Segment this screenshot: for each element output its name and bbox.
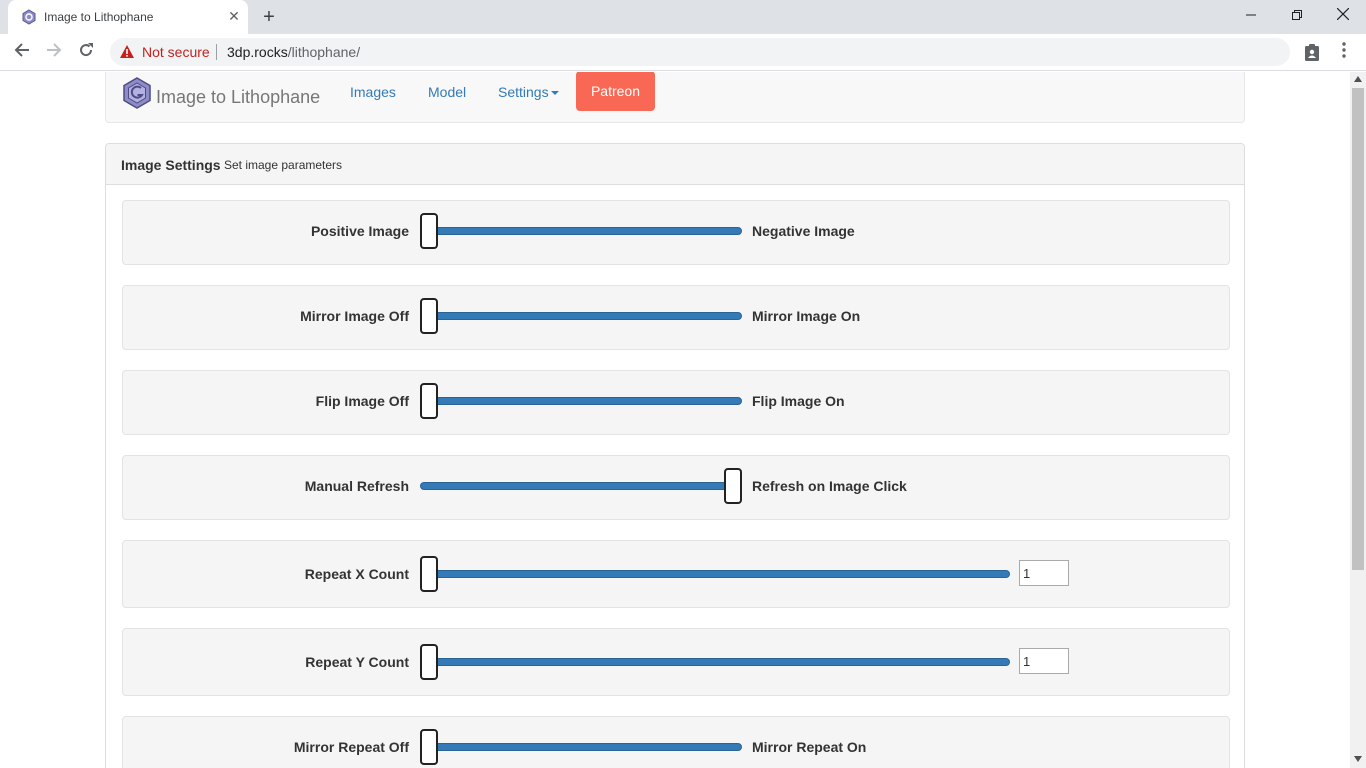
scroll-up-icon[interactable] — [1350, 72, 1366, 88]
setting-label-left: Repeat Y Count — [305, 654, 409, 670]
setting-label-right: Negative Image — [752, 223, 855, 239]
browser-tab[interactable]: Image to Lithophane ✕ — [8, 0, 248, 34]
image-settings-panel: Image Settings Set image parameters Posi… — [105, 143, 1245, 768]
security-label[interactable]: Not secure — [142, 44, 210, 60]
setting-row: Flip Image Off Flip Image On — [122, 370, 1230, 435]
slider-track[interactable] — [420, 227, 742, 235]
warning-icon — [120, 45, 134, 58]
setting-row: Repeat Y Count 1 — [122, 628, 1230, 696]
scroll-thumb[interactable] — [1352, 88, 1364, 570]
setting-label-left: Manual Refresh — [304, 478, 409, 494]
setting-label-left: Repeat X Count — [304, 566, 409, 582]
slider-track[interactable] — [420, 570, 1010, 578]
slider-handle[interactable] — [420, 213, 438, 249]
caret-down-icon — [550, 91, 559, 96]
scroll-down-icon[interactable] — [1350, 752, 1366, 768]
extension-icon[interactable] — [1304, 43, 1320, 61]
window-close-icon[interactable] — [1320, 0, 1366, 30]
repeat-x-input[interactable]: 1 — [1019, 560, 1069, 586]
nav-settings-label: Settings — [498, 84, 549, 100]
maximize-icon[interactable] — [1274, 0, 1320, 30]
slider-handle[interactable] — [420, 556, 438, 592]
nav-images[interactable]: Images — [350, 84, 396, 100]
slider-handle[interactable] — [724, 468, 742, 504]
new-tab-icon[interactable]: + — [263, 6, 275, 28]
menu-icon[interactable] — [1334, 40, 1354, 64]
setting-row: Positive Image Negative Image — [122, 200, 1230, 265]
favicon-icon — [22, 9, 36, 25]
setting-row: Manual Refresh Refresh on Image Click — [122, 455, 1230, 520]
reload-icon[interactable] — [74, 40, 98, 64]
page-scrollbar[interactable] — [1350, 72, 1366, 768]
patreon-button[interactable]: Patreon — [576, 72, 655, 111]
forward-icon[interactable] — [42, 40, 66, 64]
setting-label-left: Mirror Repeat Off — [293, 739, 409, 755]
setting-label-left: Flip Image Off — [315, 393, 409, 409]
panel-subtitle: Set image parameters — [224, 158, 343, 172]
divider — [216, 44, 217, 60]
slider-handle[interactable] — [420, 298, 438, 334]
tab-strip: Image to Lithophane ✕ + — [0, 0, 1366, 34]
slider-handle[interactable] — [420, 383, 438, 419]
setting-row: Mirror Repeat Off Mirror Repeat On — [122, 716, 1230, 768]
setting-label-right: Mirror Repeat On — [752, 739, 867, 755]
setting-label-left: Mirror Image Off — [300, 308, 409, 324]
slider-handle[interactable] — [420, 644, 438, 680]
panel-heading: Image Settings Set image parameters — [106, 144, 1244, 185]
panel-title: Image Settings — [121, 157, 221, 173]
close-icon[interactable]: ✕ — [228, 8, 240, 24]
brand-title[interactable]: Image to Lithophane — [156, 87, 321, 107]
page-content: Image to Lithophane Images Model Setting… — [0, 72, 1350, 768]
repeat-y-input[interactable]: 1 — [1019, 648, 1069, 674]
slider-track[interactable] — [420, 397, 742, 405]
setting-label-right: Flip Image On — [752, 393, 845, 409]
setting-row: Mirror Image Off Mirror Image On — [122, 285, 1230, 350]
nav-settings-dropdown[interactable]: Settings — [498, 84, 559, 100]
site-navbar: Image to Lithophane Images Model Setting… — [105, 72, 1245, 123]
nav-model[interactable]: Model — [428, 84, 467, 100]
url-text[interactable]: 3dp.rocks/lithophane/ — [227, 44, 360, 60]
tab-title: Image to Lithophane — [44, 10, 154, 24]
slider-track[interactable] — [420, 482, 742, 490]
logo-icon[interactable] — [122, 77, 152, 109]
url-path: /lithophane/ — [287, 44, 361, 60]
setting-label-right: Mirror Image On — [752, 308, 861, 324]
slider-track[interactable] — [420, 743, 742, 751]
slider-handle[interactable] — [420, 729, 438, 765]
slider-track[interactable] — [420, 312, 742, 320]
setting-row: Repeat X Count 1 — [122, 540, 1230, 608]
browser-toolbar: Not secure 3dp.rocks/lithophane/ — [0, 34, 1366, 71]
slider-track[interactable] — [420, 658, 1010, 666]
address-bar[interactable]: Not secure 3dp.rocks/lithophane/ — [110, 38, 1290, 66]
setting-label-right: Refresh on Image Click — [752, 478, 907, 494]
setting-label-left: Positive Image — [310, 223, 409, 239]
back-icon[interactable] — [10, 40, 34, 64]
minimize-icon[interactable] — [1228, 0, 1274, 30]
url-host: 3dp.rocks — [227, 44, 288, 60]
